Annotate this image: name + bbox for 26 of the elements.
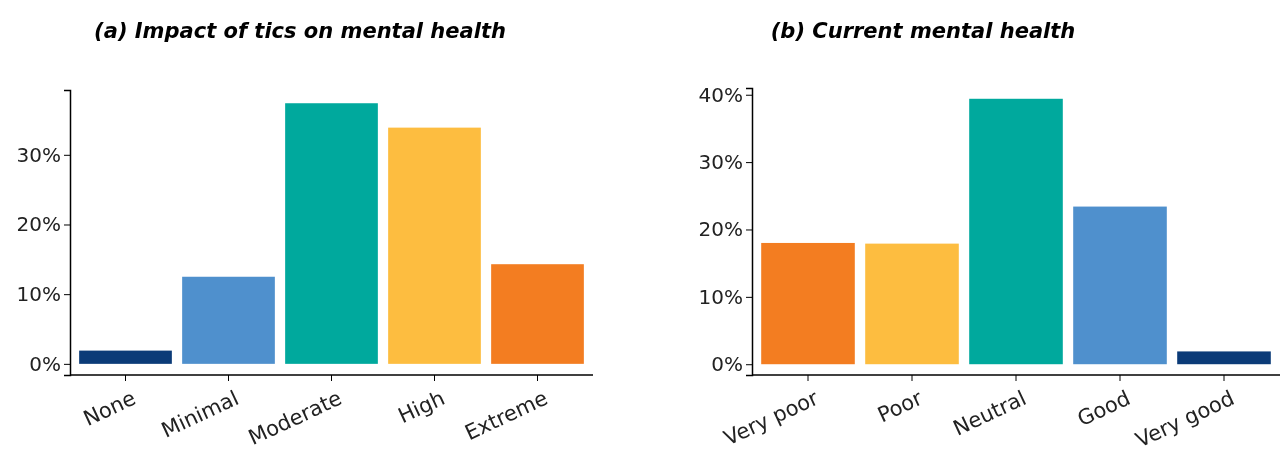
bar <box>761 242 855 365</box>
bar <box>285 103 378 364</box>
chart-title: (b) Current mental health <box>770 19 1076 43</box>
y-tick-label: 30% <box>16 142 61 167</box>
y-tick-label: 30% <box>698 150 743 175</box>
y-tick-label: 10% <box>16 282 61 307</box>
y-tick-label: 20% <box>16 212 61 237</box>
bar <box>182 276 275 364</box>
x-tick-label: None <box>79 385 140 431</box>
y-tick-label: 0% <box>29 351 61 376</box>
bar <box>491 264 584 364</box>
bar <box>388 127 481 364</box>
y-tick-label: 10% <box>698 284 743 309</box>
x-tick-label: Good <box>1073 385 1134 432</box>
x-tick-label: Poor <box>873 385 927 428</box>
bar <box>865 243 959 365</box>
x-tick-label: Very poor <box>720 385 823 451</box>
bar <box>969 98 1063 365</box>
y-tick-label: 40% <box>698 82 743 107</box>
y-tick-label: 0% <box>711 352 743 377</box>
bar <box>1177 351 1271 365</box>
bar <box>1073 206 1167 365</box>
x-tick-label: High <box>394 385 449 429</box>
bar <box>79 350 172 364</box>
chart-title: (a) Impact of tics on mental health <box>94 19 506 43</box>
y-tick-label: 20% <box>698 217 743 242</box>
